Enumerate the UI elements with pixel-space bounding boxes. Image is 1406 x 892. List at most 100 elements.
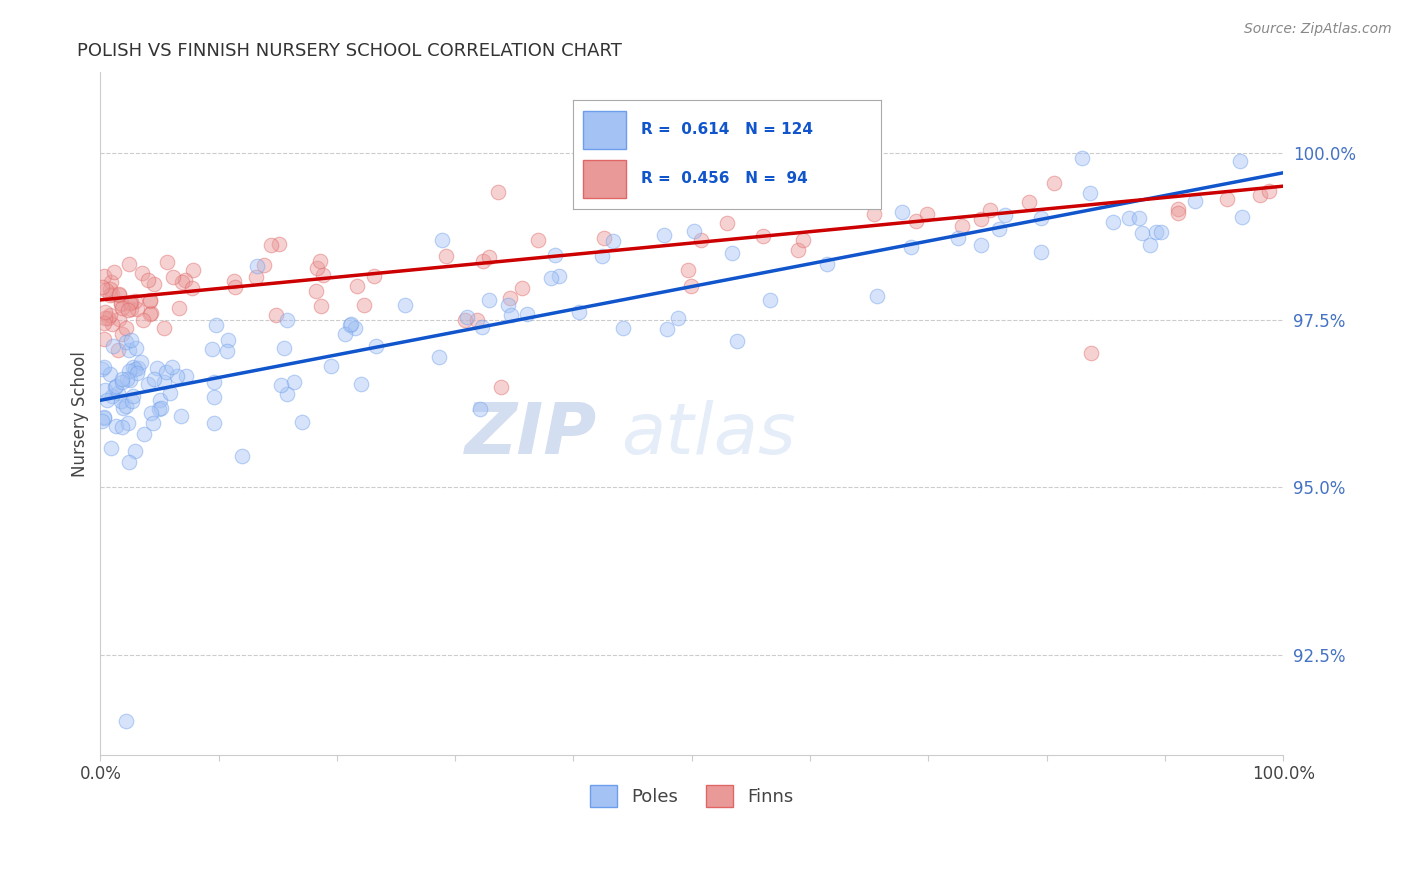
Point [124, 293, 146, 308]
Point [340, 317, 363, 331]
Point [526, 233, 548, 247]
Point [122, 359, 145, 374]
Point [721, 246, 744, 260]
Point [111, 372, 134, 386]
Point [136, 377, 159, 392]
Point [1144, 225, 1167, 239]
Point [139, 294, 162, 309]
Point [478, 250, 501, 264]
Point [90, 280, 112, 294]
Point [105, 379, 128, 393]
Point [132, 427, 155, 442]
Point [862, 207, 884, 221]
Point [96, 393, 118, 408]
Point [131, 266, 153, 280]
Point [112, 401, 135, 416]
Point [108, 312, 131, 326]
Point [93, 268, 115, 283]
Point [103, 265, 125, 279]
Point [815, 257, 838, 271]
Point [143, 372, 166, 386]
Point [98, 288, 121, 302]
Text: ZIP: ZIP [465, 400, 598, 468]
Point [148, 401, 170, 416]
Point [308, 253, 330, 268]
Point [167, 301, 190, 315]
Point [153, 376, 176, 390]
Point [166, 369, 188, 384]
Point [591, 249, 613, 263]
Point [111, 326, 134, 341]
Point [276, 386, 298, 401]
Point [427, 350, 450, 364]
Point [115, 372, 138, 386]
Point [94, 284, 117, 298]
Point [156, 255, 179, 269]
Point [98, 367, 121, 381]
Point [499, 308, 522, 322]
Point [1043, 177, 1066, 191]
Point [499, 291, 522, 305]
Point [1215, 193, 1237, 207]
Point [339, 318, 361, 332]
Point [94, 383, 117, 397]
Point [202, 416, 225, 430]
Point [305, 285, 328, 299]
Point [346, 279, 368, 293]
Point [470, 401, 492, 416]
Point [90, 362, 112, 376]
Point [108, 288, 131, 302]
Point [93, 359, 115, 374]
Point [100, 388, 122, 402]
Point [110, 296, 132, 310]
Point [125, 366, 148, 380]
Point [751, 228, 773, 243]
Point [162, 270, 184, 285]
Point [471, 320, 494, 334]
Point [118, 257, 141, 271]
Point [115, 399, 138, 413]
Point [333, 326, 356, 341]
Text: POLISH VS FINNISH NURSERY SCHOOL CORRELATION CHART: POLISH VS FINNISH NURSERY SCHOOL CORRELA… [77, 42, 621, 60]
Point [900, 240, 922, 254]
Point [1102, 214, 1125, 228]
Point [988, 222, 1011, 236]
Point [145, 361, 167, 376]
Point [205, 318, 228, 332]
Point [118, 455, 141, 469]
Point [252, 259, 274, 273]
Point [1150, 225, 1173, 239]
Point [110, 296, 132, 310]
Point [456, 310, 478, 324]
Point [122, 389, 145, 403]
Point [1167, 202, 1189, 217]
Point [132, 312, 155, 326]
Point [273, 341, 295, 355]
Point [1080, 346, 1102, 360]
Point [952, 219, 974, 233]
Point [471, 253, 494, 268]
Point [104, 380, 127, 394]
Point [970, 212, 993, 227]
Point [486, 186, 509, 200]
Point [540, 271, 562, 285]
Point [567, 305, 589, 319]
Point [181, 281, 204, 295]
Point [139, 293, 162, 307]
Point [120, 295, 142, 310]
Point [159, 386, 181, 401]
Point [202, 390, 225, 404]
Point [1018, 194, 1040, 209]
Point [107, 386, 129, 401]
Point [994, 208, 1017, 222]
Point [260, 238, 283, 252]
Point [93, 411, 115, 425]
Point [682, 224, 704, 238]
Point [970, 237, 993, 252]
Point [217, 333, 239, 347]
Point [283, 376, 305, 390]
Point [612, 321, 634, 335]
Point [1071, 151, 1094, 165]
Point [181, 263, 204, 277]
Point [120, 302, 142, 317]
